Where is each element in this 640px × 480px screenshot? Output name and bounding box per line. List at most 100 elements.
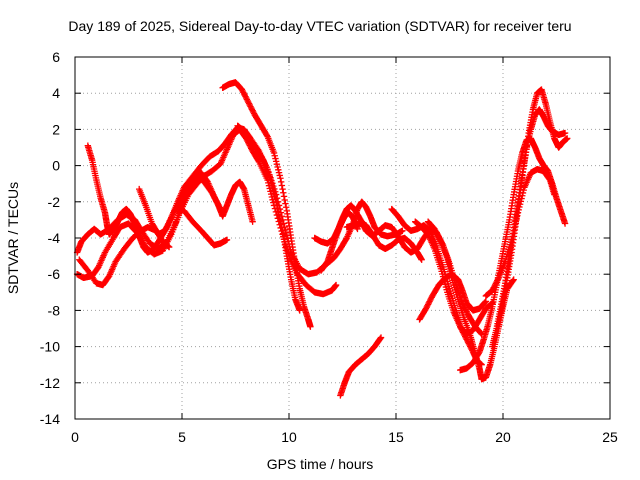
data-point (247, 103, 254, 110)
data-point (436, 235, 443, 243)
data-point (272, 198, 280, 205)
data-point (277, 217, 284, 225)
data-point (435, 234, 442, 241)
data-point (493, 278, 500, 286)
data-point (271, 192, 278, 200)
series-arc-20 (482, 166, 558, 300)
data-point (243, 94, 250, 102)
data-point (509, 233, 516, 240)
data-point (511, 221, 519, 228)
data-point (267, 178, 275, 186)
data-point (494, 277, 501, 284)
data-point (418, 256, 425, 263)
series-arc-15 (416, 271, 490, 323)
data-point (281, 196, 288, 204)
data-point (551, 191, 558, 198)
data-point (271, 152, 278, 159)
data-point (427, 296, 434, 304)
data-point (165, 243, 173, 251)
data-point (427, 295, 435, 302)
data-point (273, 201, 281, 209)
series-arc-19 (495, 86, 571, 329)
data-point (514, 212, 521, 219)
data-point (272, 158, 280, 165)
data-point (259, 155, 266, 163)
y-tick-label: -6 (48, 266, 61, 282)
series-arc-17 (457, 135, 569, 374)
data-point (245, 99, 252, 106)
data-point (518, 195, 525, 202)
data-point (431, 225, 438, 233)
chart-title: Day 189 of 2025, Sidereal Day-to-day VTE… (68, 18, 572, 34)
data-point (519, 192, 526, 199)
data-point (223, 236, 231, 244)
data-point (165, 220, 172, 227)
y-tick-label: -12 (40, 375, 60, 391)
data-point (165, 219, 173, 226)
series-arc-10 (343, 220, 425, 263)
x-tick-label: 5 (178, 429, 186, 445)
data-point (280, 193, 288, 200)
data-point (244, 97, 251, 105)
data-point (520, 186, 527, 194)
data-point (491, 283, 498, 290)
data-point (163, 223, 171, 230)
data-point (307, 323, 314, 330)
data-point (513, 215, 520, 222)
data-point (161, 227, 169, 234)
data-point (509, 277, 517, 284)
data-point (422, 305, 430, 312)
data-series (73, 79, 571, 399)
data-point (266, 173, 273, 180)
data-point (437, 237, 444, 244)
data-point (509, 230, 517, 237)
data-point (276, 172, 283, 179)
data-point (279, 185, 286, 193)
data-point (508, 236, 515, 244)
data-point (272, 155, 279, 162)
data-point (248, 106, 256, 113)
data-point (274, 163, 281, 171)
data-point (273, 160, 281, 168)
data-point (564, 135, 571, 142)
data-point (164, 221, 171, 229)
x-tick-label: 25 (602, 429, 618, 445)
data-point (269, 184, 276, 191)
data-point (275, 208, 282, 215)
series-arc-8 (234, 122, 303, 314)
data-point (494, 276, 502, 283)
y-tick-label: -2 (48, 194, 61, 210)
data-point (277, 221, 285, 228)
data-point (280, 189, 287, 196)
y-tick-label: -4 (48, 230, 61, 246)
data-point (211, 195, 219, 202)
data-point (166, 217, 174, 225)
data-point (213, 197, 220, 205)
data-point (489, 285, 497, 293)
data-point (270, 149, 278, 157)
data-point (272, 195, 279, 203)
data-point (510, 276, 517, 283)
y-tick-label: 6 (52, 49, 60, 65)
x-tick-label: 0 (71, 429, 79, 445)
data-point (268, 193, 276, 201)
data-point (209, 190, 216, 198)
data-point (277, 175, 284, 182)
y-tick-label: -8 (48, 302, 61, 318)
data-point (517, 198, 525, 205)
data-point (270, 190, 278, 197)
data-point (282, 200, 289, 207)
data-point (482, 298, 490, 305)
y-tick-label: 2 (52, 121, 60, 137)
data-point (267, 176, 274, 183)
data-point (278, 182, 286, 189)
series-arc-6 (180, 207, 231, 249)
data-point (354, 225, 361, 233)
data-point (425, 299, 433, 307)
data-point (424, 302, 431, 309)
x-tick-label: 15 (388, 429, 404, 445)
data-point (510, 227, 517, 234)
data-point (296, 307, 303, 314)
